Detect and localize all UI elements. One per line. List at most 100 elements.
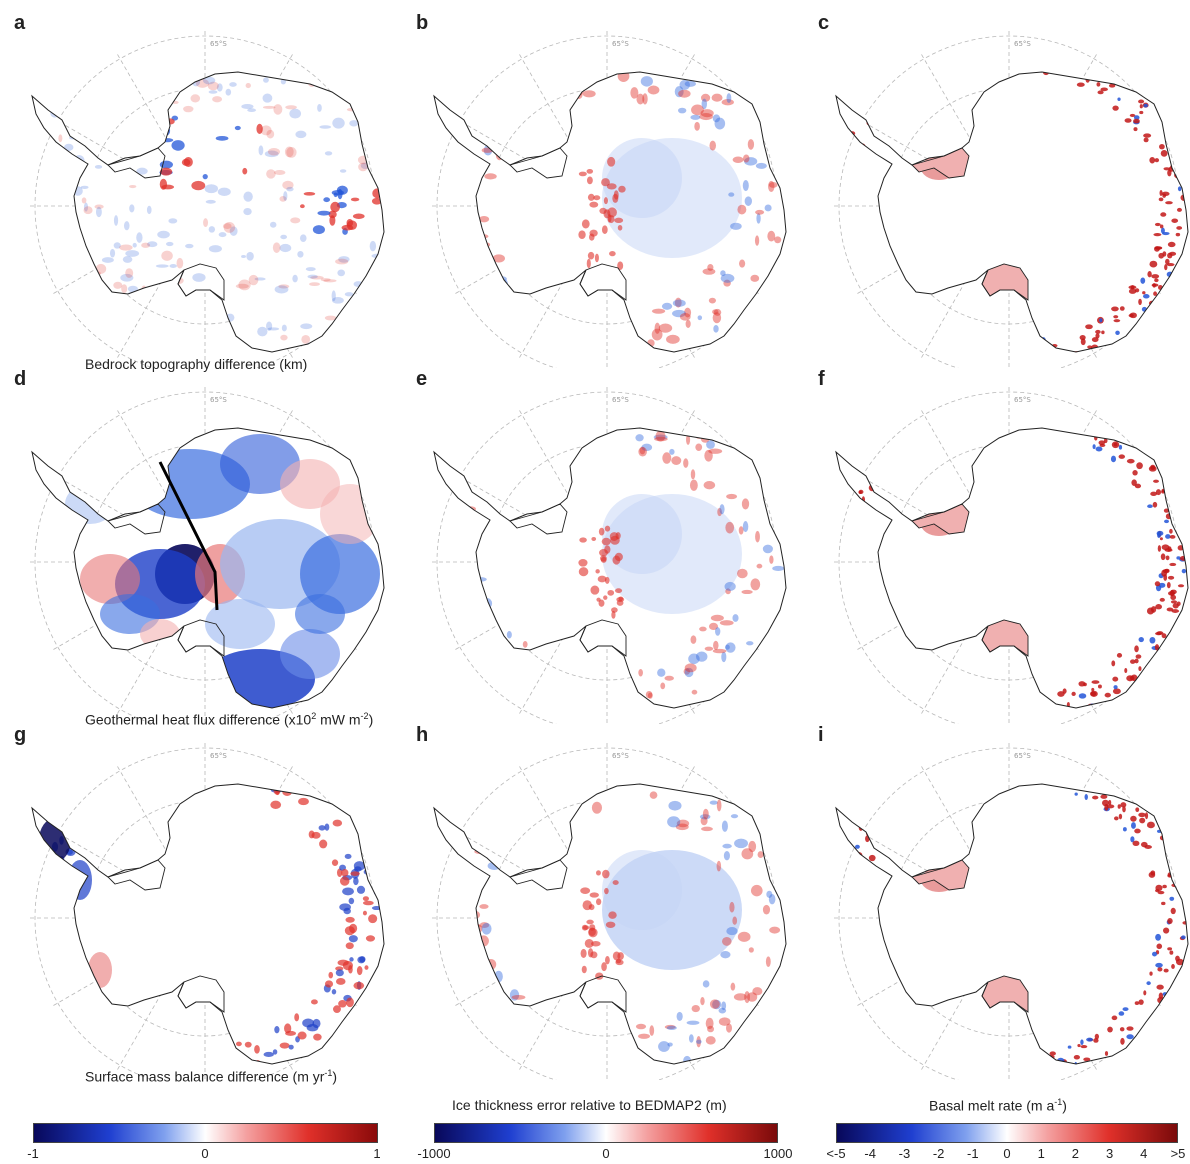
data-anomaly [563, 784, 568, 790]
data-anomaly [472, 886, 482, 894]
data-anomaly [841, 566, 848, 573]
data-anomaly [1156, 530, 1164, 536]
data-anomaly [836, 183, 839, 187]
data-anomaly [658, 323, 673, 333]
data-anomaly [86, 127, 92, 132]
data-anomaly [460, 619, 467, 625]
data-anomaly [331, 290, 336, 302]
data-anomaly [214, 1059, 225, 1064]
data-anomaly [553, 759, 562, 769]
data-anomaly [755, 209, 765, 215]
data-anomaly [992, 712, 998, 718]
data-anomaly [587, 251, 595, 260]
data-anomaly [851, 921, 857, 927]
data-anomaly [1098, 66, 1105, 70]
data-anomaly [320, 484, 380, 544]
data-anomaly [172, 1043, 181, 1053]
data-anomaly [533, 671, 546, 677]
data-anomaly [333, 1005, 341, 1014]
data-anomaly [719, 620, 734, 626]
latitude-label: 65°S [210, 396, 227, 404]
map-surface-mass-balance: 65°S75°S85°S [27, 740, 385, 1080]
data-anomaly [960, 358, 967, 362]
data-anomaly [854, 962, 860, 969]
data-anomaly [1178, 529, 1184, 533]
data-anomaly [985, 360, 993, 364]
data-anomaly [280, 234, 288, 240]
data-anomaly [1066, 353, 1069, 357]
data-anomaly [987, 709, 993, 714]
data-anomaly [502, 789, 513, 799]
data-anomaly [651, 349, 665, 352]
data-anomaly [157, 230, 170, 239]
caption-smb: Surface mass balance difference (m yr-1) [85, 1068, 337, 1085]
data-anomaly [914, 445, 922, 450]
data-anomaly [127, 787, 140, 794]
data-anomaly [434, 208, 447, 214]
data-anomaly [95, 206, 102, 218]
data-layer [434, 759, 786, 1064]
data-anomaly [887, 810, 895, 816]
data-anomaly [852, 609, 857, 615]
data-anomaly [113, 787, 123, 795]
data-anomaly [593, 48, 601, 56]
data-anomaly [1158, 252, 1164, 259]
data-anomaly [950, 49, 957, 55]
data-anomaly [896, 1035, 901, 1041]
data-anomaly [332, 117, 345, 129]
ice-sheet-fill [32, 72, 384, 352]
data-anomaly [208, 245, 222, 253]
data-anomaly [1159, 537, 1163, 541]
data-anomaly [356, 966, 363, 976]
data-anomaly [904, 1030, 908, 1038]
data-anomaly [649, 1025, 655, 1036]
data-anomaly [725, 521, 735, 534]
data-anomaly [257, 326, 268, 337]
data-anomaly [95, 263, 107, 274]
data-anomaly [1149, 636, 1156, 644]
data-anomaly [581, 965, 587, 974]
panel-label-g: g [14, 724, 27, 746]
data-anomaly [91, 338, 105, 343]
data-anomaly [704, 646, 714, 651]
data-anomaly [547, 72, 558, 75]
data-anomaly [544, 788, 552, 794]
data-anomaly [273, 169, 286, 176]
data-anomaly [1126, 1034, 1134, 1040]
data-anomaly [1146, 821, 1155, 829]
data-anomaly [586, 176, 593, 185]
data-anomaly [125, 250, 140, 257]
data-anomaly [949, 72, 957, 76]
data-anomaly [706, 440, 715, 449]
data-anomaly [479, 922, 490, 929]
data-anomaly [1036, 713, 1041, 717]
data-anomaly [1124, 118, 1132, 123]
data-anomaly [346, 997, 354, 1008]
data-anomaly [944, 431, 953, 436]
data-anomaly [353, 877, 359, 886]
data-anomaly [72, 111, 86, 121]
data-anomaly [183, 105, 194, 113]
data-anomaly [1155, 962, 1163, 968]
data-anomaly [1113, 319, 1121, 323]
data-anomaly [1176, 556, 1181, 560]
data-anomaly [202, 174, 208, 180]
data-anomaly [295, 130, 307, 139]
data-anomaly [256, 123, 263, 134]
data-anomaly [1094, 434, 1098, 441]
data-anomaly [107, 90, 113, 94]
data-anomaly [695, 651, 708, 662]
data-anomaly [752, 987, 763, 996]
data-anomaly [49, 937, 54, 942]
data-anomaly [718, 1017, 731, 1026]
data-anomaly [1096, 72, 1102, 75]
data-anomaly [338, 1000, 347, 1008]
data-anomaly [551, 668, 558, 676]
data-anomaly [725, 642, 736, 653]
data-anomaly [688, 653, 700, 665]
data-anomaly [605, 955, 610, 965]
data-anomaly [1113, 315, 1119, 319]
data-anomaly [885, 95, 892, 102]
data-anomaly [350, 197, 360, 202]
data-anomaly [222, 771, 228, 775]
